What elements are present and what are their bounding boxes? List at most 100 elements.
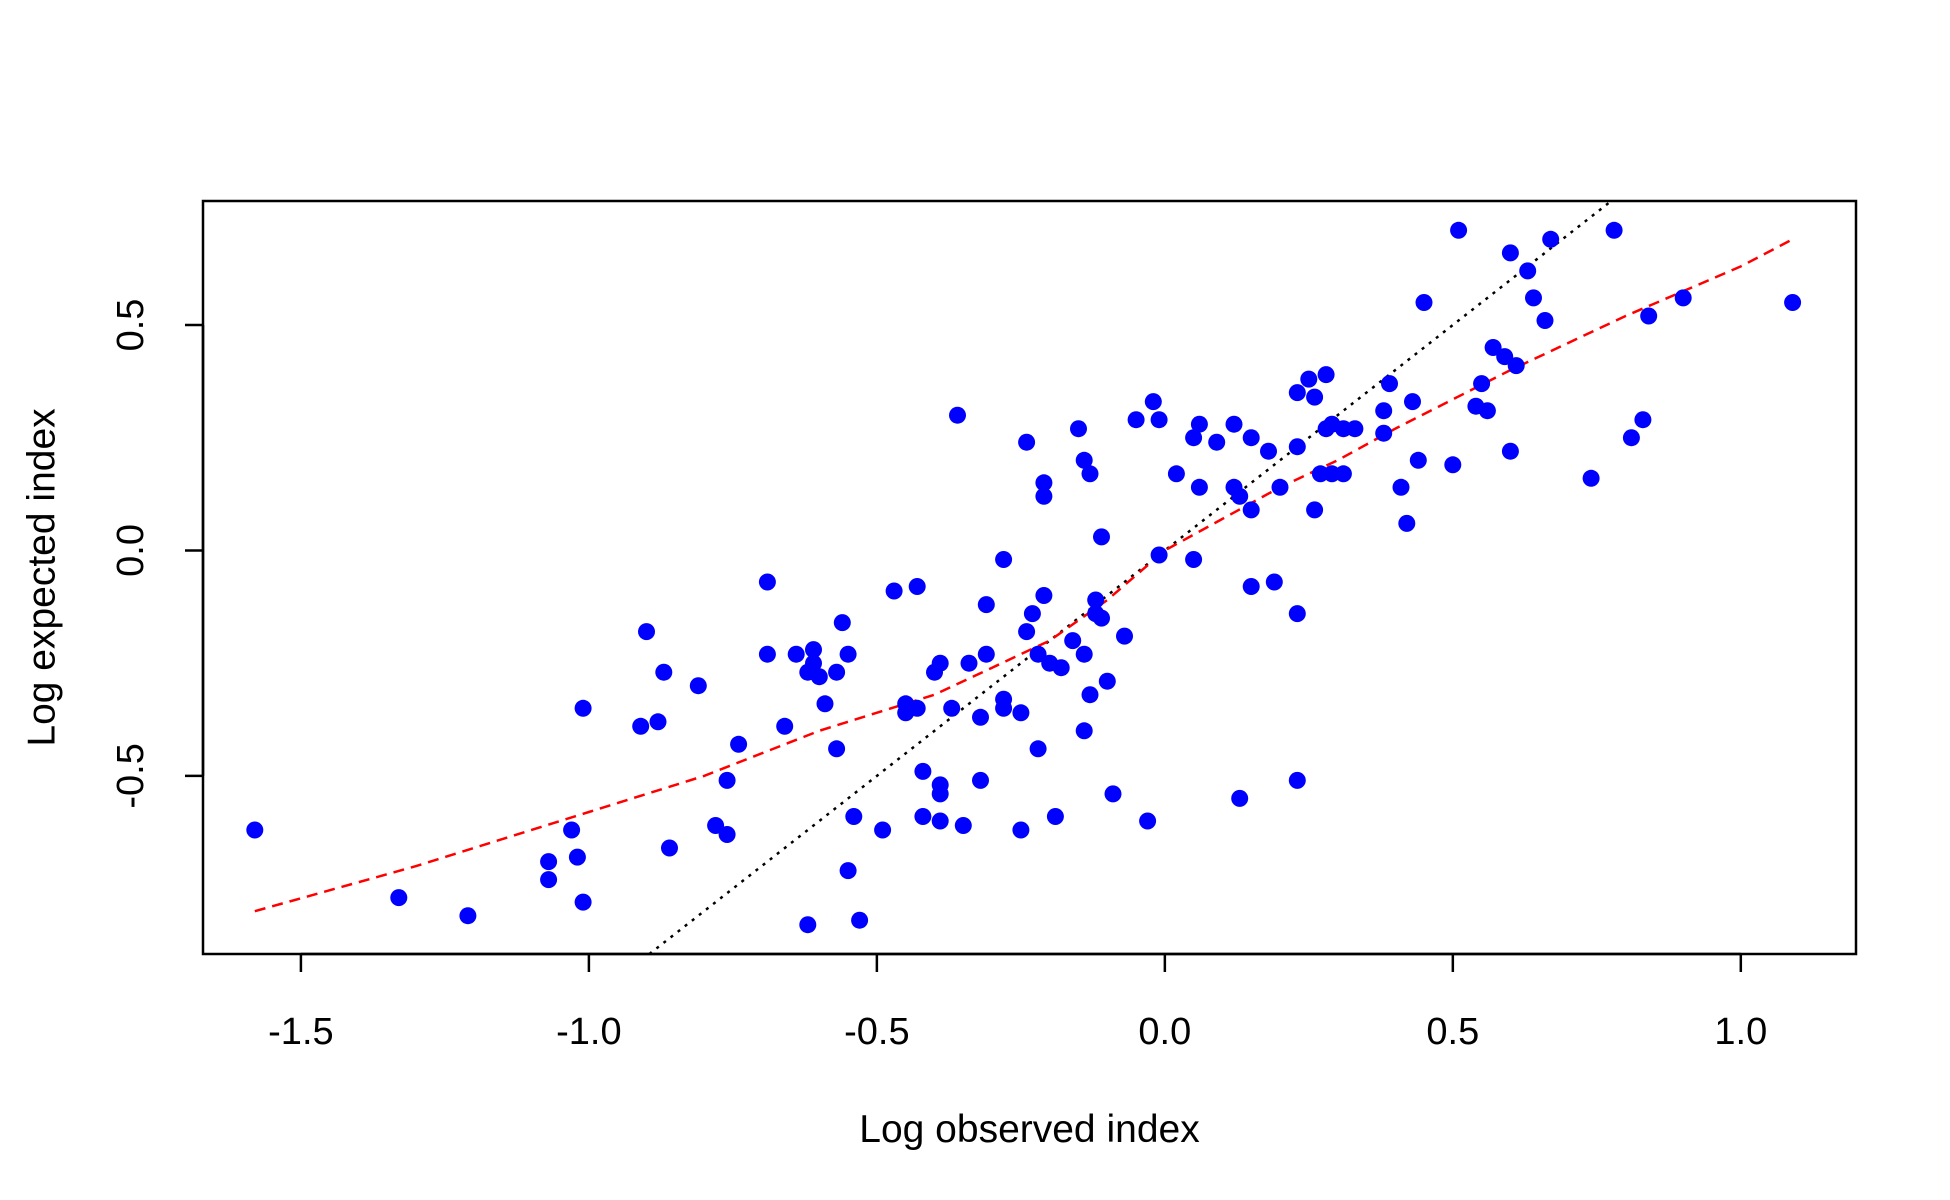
data-point [1075,451,1093,469]
data-point [972,771,989,789]
data-point [1190,478,1208,496]
data-point [1023,605,1041,623]
data-point [1018,623,1036,641]
data-point [874,821,892,839]
data-point [1392,478,1410,496]
data-point [995,699,1013,717]
data-point [828,663,846,681]
data-point [931,654,949,672]
data-point [1300,370,1318,388]
data-point [1519,262,1537,280]
data-point [1035,474,1053,492]
data-point [1046,808,1064,825]
data-point [787,645,805,663]
data-point [661,839,678,857]
data-point [943,699,961,717]
x-tick-label: -1.5 [268,1011,333,1053]
data-point [574,699,592,717]
data-point [833,614,851,632]
data-point [1029,645,1047,663]
data-point [1242,429,1260,447]
data-point [1542,230,1560,248]
data-point [1478,402,1496,420]
data-point [1334,465,1352,483]
data-point [908,578,926,595]
data-point [1242,501,1260,519]
data-point [1185,429,1203,447]
data-point [1473,375,1491,393]
data-point [1012,704,1030,722]
x-tick-label: -1.0 [556,1011,621,1053]
data-point [995,551,1013,568]
data-point [1012,821,1030,839]
data-point [960,654,978,672]
data-point [1496,348,1514,366]
data-point [707,817,725,834]
data-point [1075,645,1093,663]
data-point [1139,812,1157,830]
data-point [805,641,822,659]
data-point [810,668,828,686]
smooth-curve [254,238,1794,913]
data-point [1225,415,1243,433]
data-point [1271,478,1289,496]
data-point [805,654,822,672]
data-point [1185,551,1203,568]
y-axis-title: Log expected index [20,408,63,747]
data-point [1035,487,1053,505]
data-point [1375,424,1393,442]
data-point [799,916,817,934]
data-point [649,713,667,731]
data-point [540,853,558,871]
identity-line [648,201,1612,954]
data-point [638,623,655,641]
data-point [1150,546,1168,564]
data-point [1288,438,1306,456]
data-point [828,740,846,758]
x-tick-label: -0.5 [844,1011,909,1053]
data-point [776,717,794,735]
data-point [1052,659,1070,677]
data-point [1265,573,1283,591]
data-point [1260,442,1277,460]
data-point [914,762,932,780]
x-tick-label: 1.0 [1714,1011,1767,1053]
data-point [1098,672,1116,690]
data-point [851,911,869,929]
data-point [540,871,558,889]
data-point [730,735,748,753]
data-point [655,663,673,681]
data-point [1317,366,1335,384]
data-point [1288,605,1306,623]
data-point [949,406,966,424]
data-point [1501,442,1519,460]
data-point [1484,339,1502,356]
data-point [246,821,264,839]
data-point [1605,221,1623,239]
data-point [1501,244,1519,262]
data-point [1507,357,1525,375]
data-point [1190,415,1208,433]
data-point [1167,465,1185,483]
data-point [563,821,581,839]
data-point [914,808,932,825]
data-point [1242,578,1260,595]
data-point [1306,501,1324,519]
data-point [1208,433,1226,451]
data-point [977,596,995,614]
data-point [1640,307,1658,325]
y-tick-label: 0.0 [110,524,152,577]
data-point [972,708,989,726]
data-point [758,573,776,591]
data-point [1231,487,1249,505]
data-point [1525,289,1542,307]
data-point [977,645,995,663]
data-point [632,717,650,735]
data-point [1346,420,1364,438]
data-point [574,893,592,911]
data-point [1450,221,1468,239]
data-point [1288,771,1306,789]
data-point [1381,375,1398,393]
data-point [908,699,926,717]
data-point [1144,393,1162,411]
